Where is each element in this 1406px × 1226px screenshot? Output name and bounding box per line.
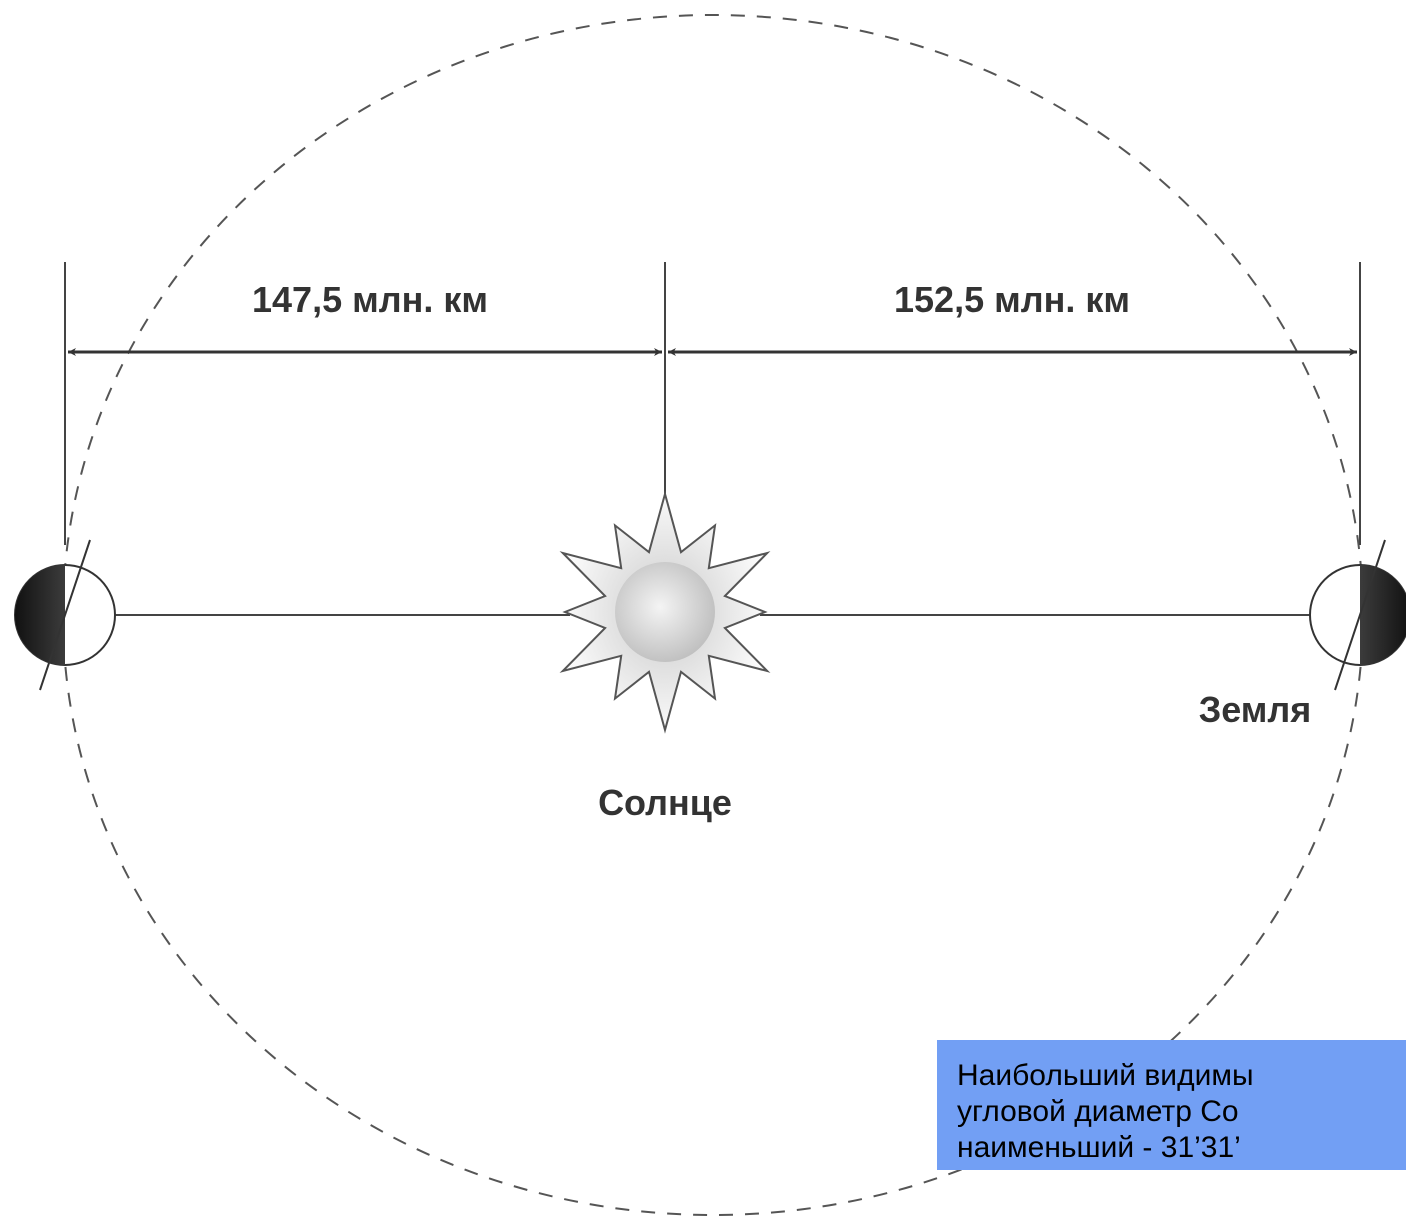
- sun: [615, 562, 715, 662]
- distance-label: 152,5 млн. км: [894, 279, 1130, 320]
- note-line: Наибольший видимы: [957, 1059, 1254, 1092]
- earth-label: Земля: [1199, 689, 1312, 730]
- note-line: угловой диаметр Со: [957, 1095, 1239, 1128]
- diagram: 147,5 млн. км 152,5 млн. км Солнце Земля…: [0, 0, 1406, 1226]
- distance-label: 147,5 млн. км: [252, 279, 488, 320]
- sun-label: Солнце: [598, 782, 732, 823]
- page: 147,5 млн. км 152,5 млн. км Солнце Земля…: [0, 0, 1406, 1226]
- note-line: наименьший - 31’31’: [957, 1131, 1241, 1164]
- earth-right: [1310, 540, 1406, 690]
